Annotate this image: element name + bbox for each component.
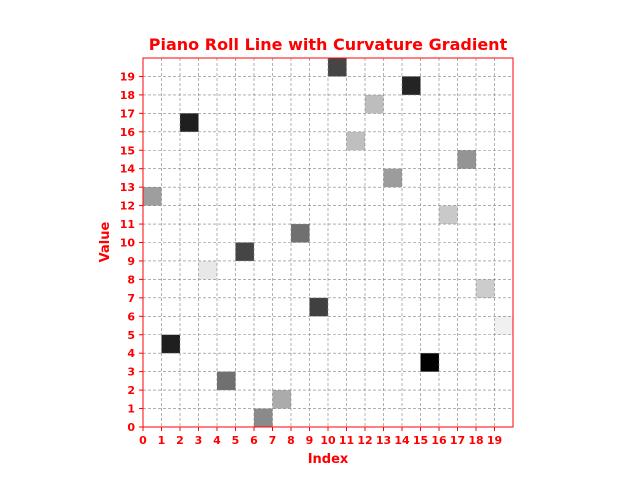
- y-tick-label: 7: [127, 292, 135, 305]
- x-tick-label: 8: [287, 434, 295, 447]
- x-tick-label: 16: [431, 434, 447, 447]
- y-tick-label: 2: [127, 384, 135, 397]
- y-axis-label: Value: [98, 221, 113, 262]
- x-tick-label: 15: [413, 434, 428, 447]
- y-tick-label: 15: [120, 144, 135, 157]
- x-tick-label: 18: [468, 434, 483, 447]
- y-tick-label: 9: [127, 255, 135, 268]
- heatmap-cell-7: [272, 390, 291, 409]
- x-tick-label: 3: [195, 434, 203, 447]
- heatmap-cell-14: [402, 76, 421, 95]
- x-tick-label: 19: [487, 434, 502, 447]
- heatmap-cell-1: [161, 334, 180, 354]
- heatmap-cell-18: [476, 279, 495, 298]
- heatmap-cell-4: [217, 371, 236, 391]
- y-tick-label: 10: [120, 237, 136, 250]
- x-tick-label: 13: [376, 434, 391, 447]
- y-tick-label: 5: [127, 329, 135, 342]
- x-tick-label: 7: [269, 434, 277, 447]
- x-tick-label: 5: [232, 434, 240, 447]
- x-axis-label: Index: [308, 452, 349, 467]
- x-tick-label: 6: [250, 434, 258, 447]
- y-tick-label: 0: [127, 421, 135, 434]
- grid: [143, 58, 513, 427]
- heatmap-cell-10: [328, 58, 347, 77]
- y-tick-label: 1: [127, 403, 135, 416]
- y-tick-label: 18: [120, 89, 135, 102]
- heatmap-cell-2: [180, 113, 199, 132]
- y-tick-label: 14: [120, 163, 136, 176]
- y-tick-label: 16: [120, 126, 136, 139]
- heatmap-cell-5: [235, 242, 254, 261]
- heatmap-cell-9: [309, 297, 328, 317]
- heatmap-cell-8: [291, 224, 310, 243]
- heatmap-cells: [143, 58, 513, 427]
- heatmap-cell-12: [365, 94, 384, 114]
- chart-title: Piano Roll Line with Curvature Gradient: [149, 35, 508, 54]
- y-tick-label: 6: [127, 310, 135, 323]
- x-tick-label: 14: [394, 434, 410, 447]
- heatmap-cell-11: [346, 131, 365, 151]
- x-tick-label: 4: [213, 434, 221, 447]
- y-tick-label: 17: [120, 107, 135, 120]
- x-tick-label: 0: [139, 434, 147, 447]
- heatmap-cell-6: [254, 408, 273, 427]
- y-tick-label: 4: [127, 347, 135, 360]
- x-tick-label: 9: [306, 434, 314, 447]
- y-tick-label: 12: [120, 200, 135, 213]
- x-tick-label: 10: [320, 434, 336, 447]
- x-tick-label: 2: [176, 434, 184, 447]
- y-tick-label: 8: [127, 273, 135, 286]
- x-tick-label: 11: [339, 434, 354, 447]
- x-tick-label: 17: [450, 434, 465, 447]
- heatmap-cell-17: [457, 150, 476, 169]
- x-tick-label: 12: [357, 434, 372, 447]
- heatmap-cell-16: [439, 205, 458, 225]
- heatmap-cell-19: [494, 316, 513, 335]
- heatmap-cell-15: [420, 353, 439, 372]
- y-tick-label: 3: [127, 366, 135, 379]
- heatmap-cell-0: [143, 187, 162, 206]
- y-tick-label: 13: [120, 181, 135, 194]
- heatmap-cell-3: [198, 260, 217, 280]
- y-tick-label: 19: [120, 70, 135, 83]
- x-axis: 0 1 2 3 4 5 6 7 8 9 10 11 12 13 14 15 16 17 18 19: [139, 427, 502, 447]
- x-tick-label: 1: [158, 434, 166, 447]
- heatmap-cell-13: [383, 168, 402, 188]
- y-tick-label: 11: [120, 218, 135, 231]
